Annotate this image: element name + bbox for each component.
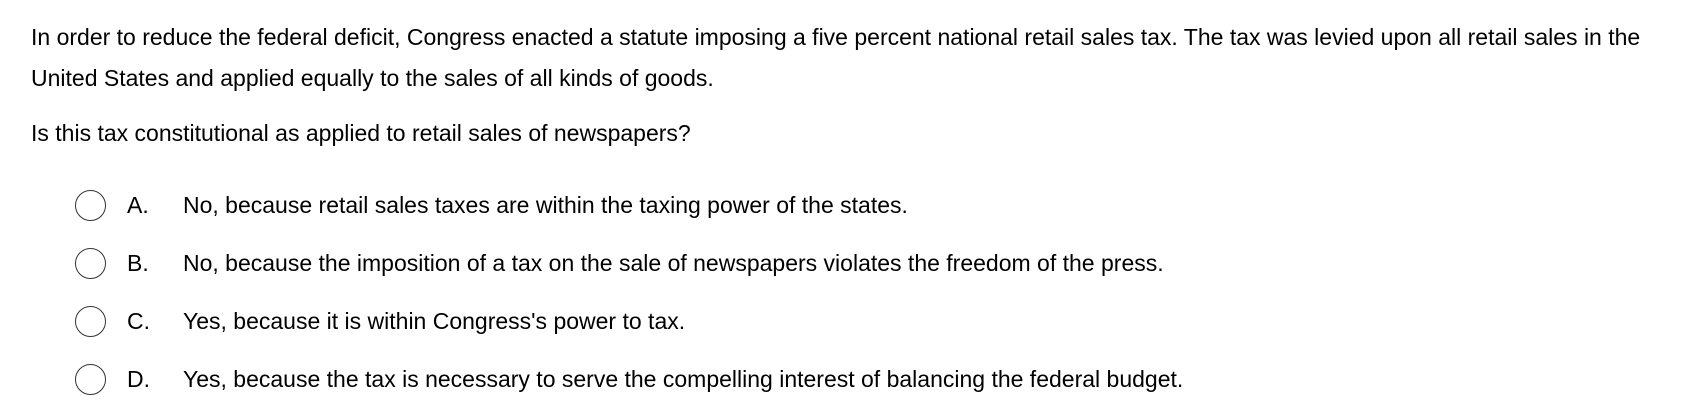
answer-options: A. No, because retail sales taxes are wi… xyxy=(31,176,1704,408)
radio-icon[interactable] xyxy=(75,247,106,279)
radio-icon[interactable] xyxy=(75,305,106,337)
option-letter: A. xyxy=(127,191,149,218)
option-b[interactable]: B. No, because the imposition of a tax o… xyxy=(75,234,1704,292)
option-d[interactable]: D. Yes, because the tax is necessary to … xyxy=(75,350,1704,408)
option-text: No, because the imposition of a tax on t… xyxy=(183,249,1164,276)
option-text: Yes, because the tax is necessary to ser… xyxy=(183,365,1184,392)
option-text: Yes, because it is within Congress's pow… xyxy=(183,307,686,334)
option-c[interactable]: C. Yes, because it is within Congress's … xyxy=(75,292,1704,350)
option-a[interactable]: A. No, because retail sales taxes are wi… xyxy=(75,176,1704,234)
radio-icon[interactable] xyxy=(75,363,106,395)
question-stem: In order to reduce the federal deficit, … xyxy=(31,24,1641,91)
option-letter: B. xyxy=(127,249,149,276)
question-prompt: Is this tax constitutional as applied to… xyxy=(31,120,691,146)
option-text: No, because retail sales taxes are withi… xyxy=(183,191,908,218)
option-letter: C. xyxy=(127,307,150,334)
radio-icon[interactable] xyxy=(75,189,106,221)
option-letter: D. xyxy=(127,365,150,392)
